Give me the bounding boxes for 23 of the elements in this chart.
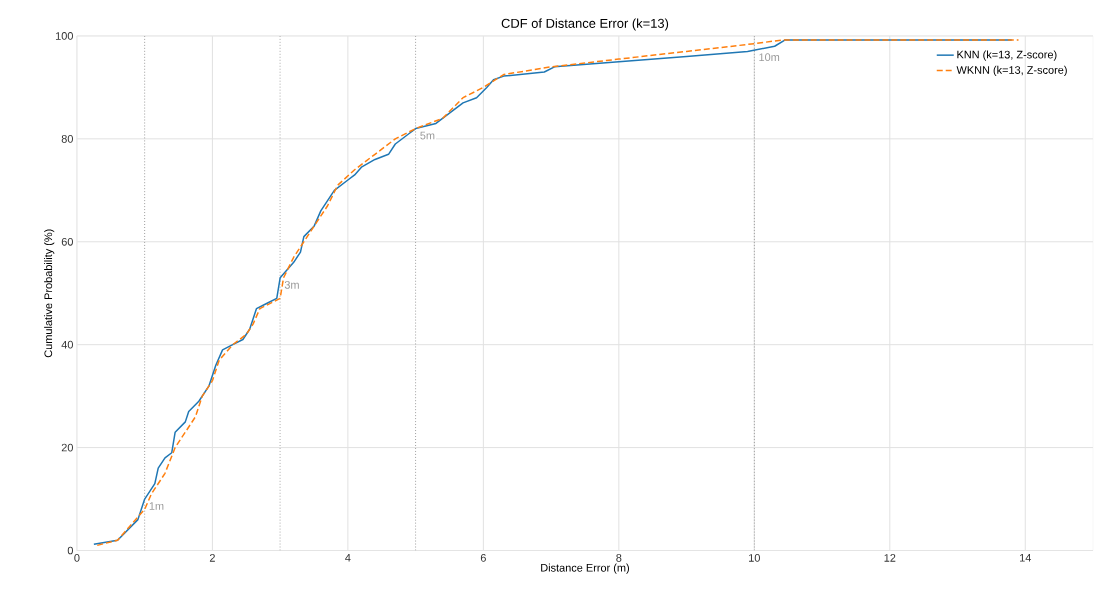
y-axis-title: Cumulative Probability (%)	[44, 229, 55, 357]
chart-title: CDF of Distance Error (k=13)	[501, 18, 669, 31]
y-tick-label: 80	[61, 134, 73, 143]
x-tick-label: 10	[749, 553, 760, 562]
ref-line-label: 5m	[420, 131, 435, 140]
y-tick-label: 60	[61, 237, 73, 246]
x-tick-label: 4	[345, 553, 351, 562]
x-tick-label: 14	[1020, 553, 1032, 562]
y-tick-label: 0	[67, 546, 73, 555]
legend-label: WKNN (k=13, Z-score)	[956, 65, 1067, 76]
ref-line-label: 1m	[149, 502, 164, 510]
x-tick-label: 0	[74, 553, 80, 562]
y-tick-label: 100	[55, 31, 73, 40]
y-tick-label: 40	[61, 340, 73, 349]
ref-line-label: 10m	[759, 53, 780, 61]
legend-label: KNN (k=13, Z-score)	[957, 50, 1057, 61]
x-tick-label: 12	[884, 553, 896, 562]
ref-line-label: 3m	[284, 280, 299, 289]
x-axis-title: Distance Error (m)	[541, 563, 629, 574]
x-tick-label: 2	[209, 553, 215, 562]
y-tick-label: 20	[61, 443, 73, 452]
x-tick-label: 8	[616, 553, 622, 562]
x-tick-label: 6	[480, 553, 486, 562]
